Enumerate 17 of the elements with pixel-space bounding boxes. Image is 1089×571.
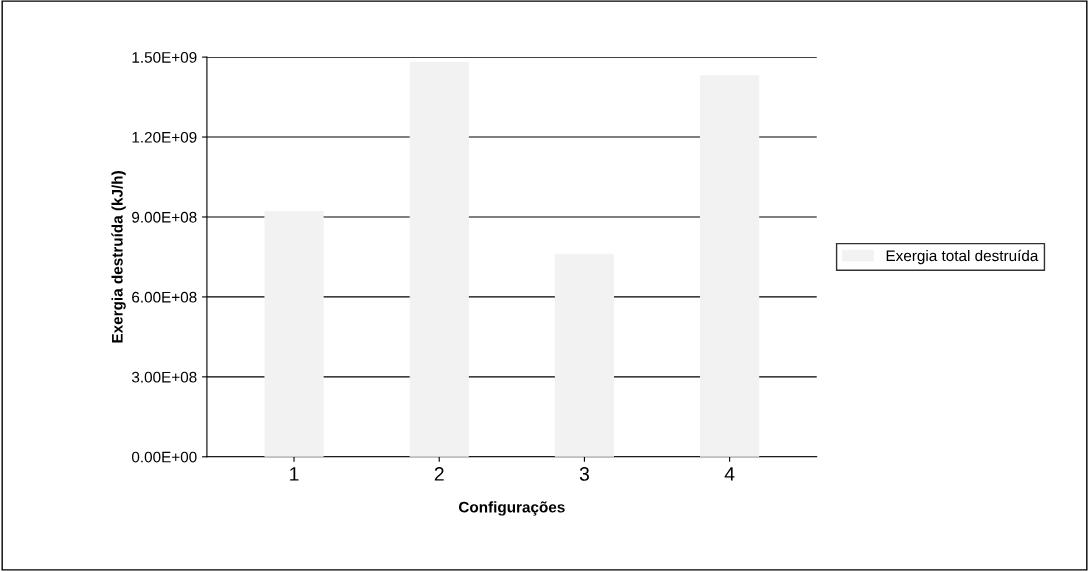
bar (554, 253, 615, 457)
x-axis-title: Configurações (458, 501, 565, 516)
y-tick-label: 1.50E+09 (132, 51, 197, 63)
x-tick-label: 2 (434, 467, 444, 481)
legend-label: Exergia total destruída (886, 249, 1039, 265)
y-tick-label: 3.00E+08 (131, 371, 197, 383)
bar (409, 61, 469, 457)
x-tick-label: 3 (579, 467, 589, 481)
y-tick-label: 6.00E+08 (132, 291, 197, 303)
x-tick-label: 1 (290, 467, 299, 481)
bar (264, 211, 324, 457)
y-tick-label: 0.00E+00 (131, 451, 197, 463)
y-axis-title: Exergia destruída (kJ/h) (111, 171, 126, 343)
y-tick-label: 9.00E+08 (132, 211, 197, 223)
y-tick-label: 1.20E+09 (132, 131, 197, 143)
x-tick-label: 4 (724, 467, 735, 481)
bar (700, 75, 760, 457)
